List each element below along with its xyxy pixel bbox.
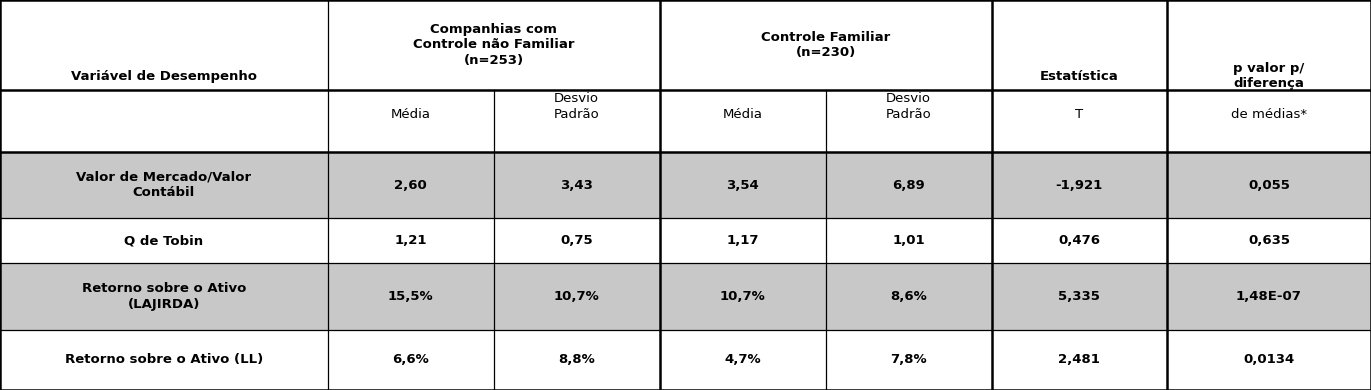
Bar	[0, 218, 1371, 263]
Text: 6,6%: 6,6%	[392, 353, 429, 366]
Text: 15,5%: 15,5%	[388, 290, 433, 303]
Bar	[0, 0, 1371, 152]
Text: Valor de Mercado/Valor
Contábil: Valor de Mercado/Valor Contábil	[77, 171, 251, 200]
Text: Q de Tobin: Q de Tobin	[125, 234, 203, 247]
Text: 8,8%: 8,8%	[558, 353, 595, 366]
Bar	[0, 263, 1371, 330]
Text: -1,921: -1,921	[1056, 179, 1102, 192]
Text: Média: Média	[723, 108, 762, 121]
Text: 0,055: 0,055	[1248, 179, 1290, 192]
Text: Variável de Desempenho: Variável de Desempenho	[71, 69, 256, 83]
Text: 1,21: 1,21	[395, 234, 426, 247]
Text: Estatística: Estatística	[1041, 69, 1119, 83]
Text: Companhias com
Controle não Familiar
(n=253): Companhias com Controle não Familiar (n=…	[413, 23, 574, 67]
Text: de médias*: de médias*	[1231, 108, 1307, 121]
Text: 4,7%: 4,7%	[724, 353, 761, 366]
Text: 2,60: 2,60	[395, 179, 426, 192]
Text: 8,6%: 8,6%	[890, 290, 927, 303]
Text: Retorno sobre o Ativo
(LAJIRDA): Retorno sobre o Ativo (LAJIRDA)	[81, 282, 245, 311]
Text: 3,54: 3,54	[727, 179, 760, 192]
Text: Controle Familiar
(n=230): Controle Familiar (n=230)	[761, 30, 890, 59]
Text: p valor p/
diferença: p valor p/ diferença	[1234, 62, 1305, 90]
Bar	[0, 152, 1371, 218]
Text: Desvio
Padrão: Desvio Padrão	[554, 92, 599, 121]
Text: 2,481: 2,481	[1058, 353, 1100, 366]
Text: 3,43: 3,43	[561, 179, 594, 192]
Text: Média: Média	[391, 108, 430, 121]
Text: 10,7%: 10,7%	[720, 290, 765, 303]
Text: 1,01: 1,01	[893, 234, 925, 247]
Text: 1,48E-07: 1,48E-07	[1237, 290, 1302, 303]
Text: 5,335: 5,335	[1058, 290, 1100, 303]
Text: 7,8%: 7,8%	[890, 353, 927, 366]
Text: Desvio
Padrão: Desvio Padrão	[886, 92, 931, 121]
Text: 0,635: 0,635	[1248, 234, 1290, 247]
Bar	[0, 330, 1371, 390]
Text: 1,17: 1,17	[727, 234, 760, 247]
Text: 0,476: 0,476	[1058, 234, 1101, 247]
Text: T: T	[1075, 108, 1083, 121]
Text: 0,0134: 0,0134	[1243, 353, 1294, 366]
Text: Retorno sobre o Ativo (LL): Retorno sobre o Ativo (LL)	[64, 353, 263, 366]
Text: 6,89: 6,89	[893, 179, 925, 192]
Text: 0,75: 0,75	[561, 234, 592, 247]
Text: 10,7%: 10,7%	[554, 290, 599, 303]
